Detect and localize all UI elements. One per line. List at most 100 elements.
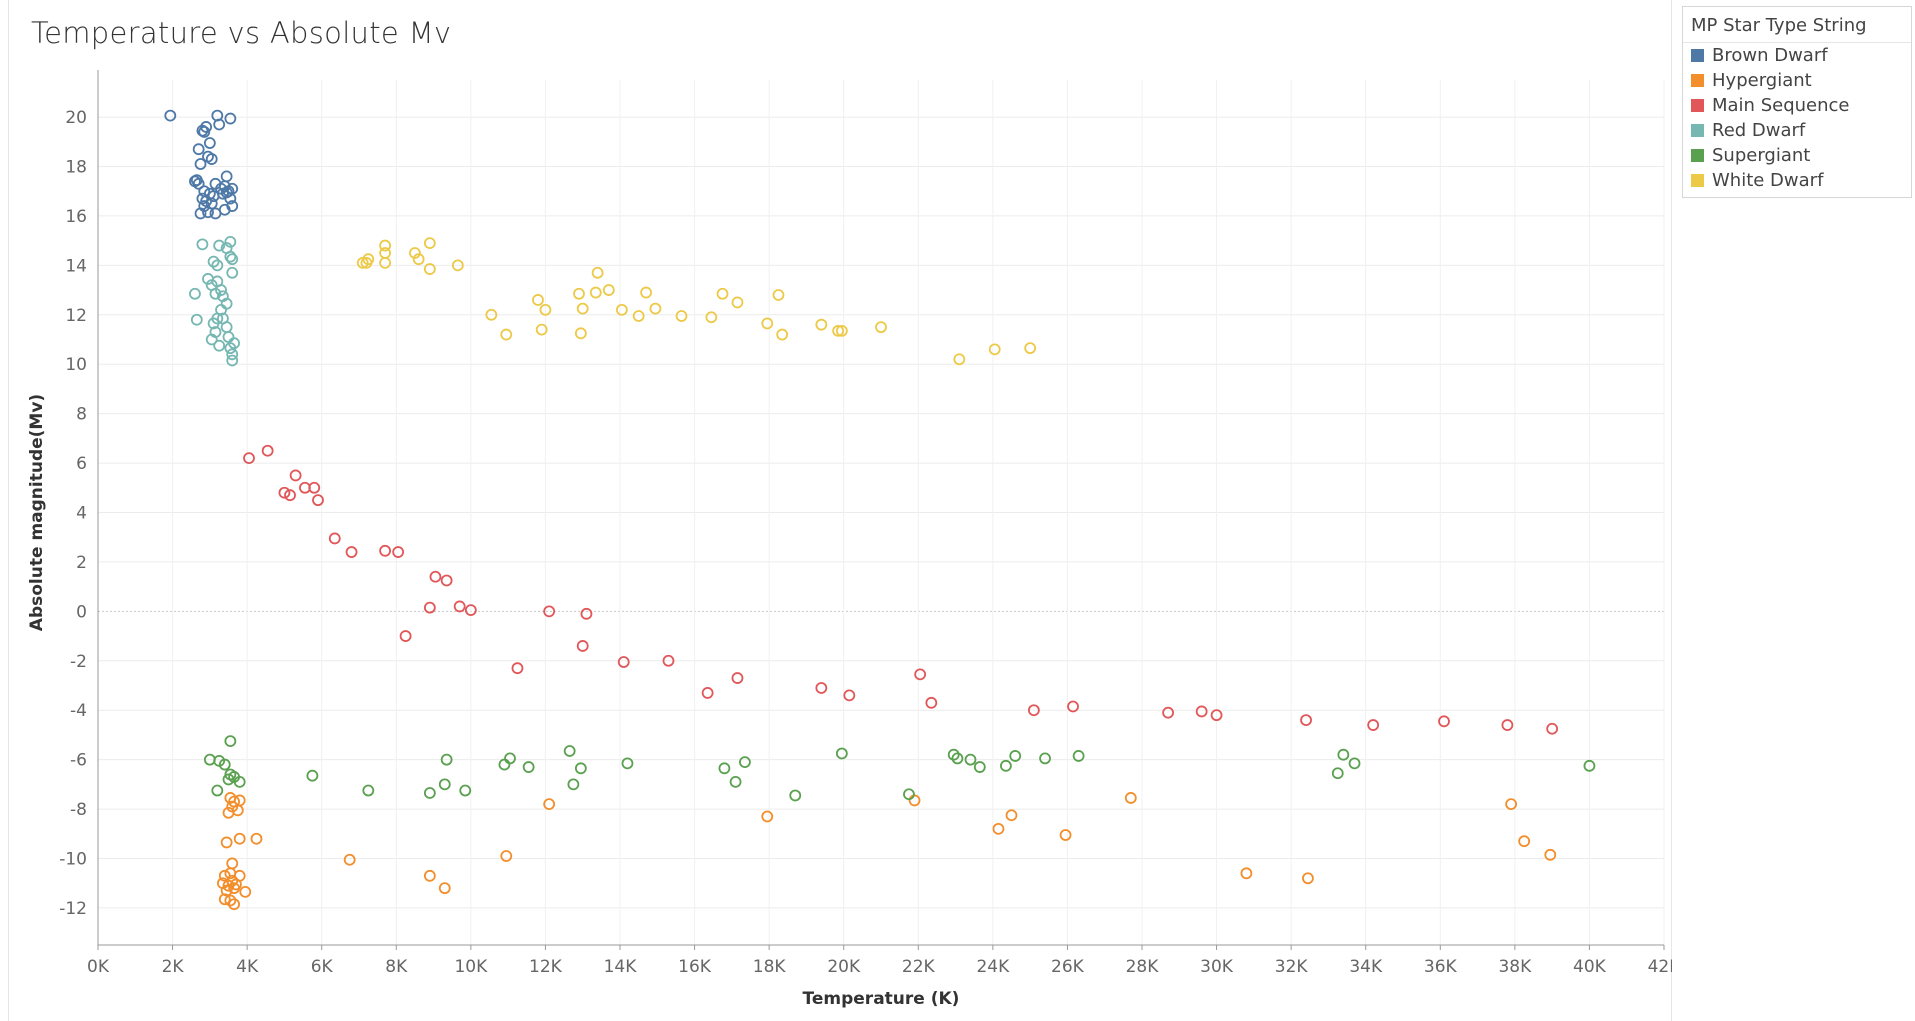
data-point[interactable] [1039,752,1051,765]
data-point[interactable] [278,486,291,499]
data-point[interactable] [392,546,405,558]
data-point[interactable] [220,170,233,183]
data-point[interactable] [218,758,231,771]
data-point[interactable] [164,109,177,122]
data-point[interactable] [328,532,341,545]
data-point[interactable] [233,832,246,845]
legend-item-supergiant[interactable]: Supergiant [1683,143,1911,168]
data-point[interactable] [835,747,848,760]
data-point[interactable] [226,354,239,367]
data-point[interactable] [423,263,436,275]
data-point[interactable] [589,286,602,299]
data-point[interactable] [925,696,938,709]
data-point[interactable] [1583,759,1596,772]
data-point[interactable] [1059,829,1072,841]
data-point[interactable] [211,259,224,272]
data-point[interactable] [196,124,209,137]
data-point[interactable] [207,255,220,268]
data-point[interactable] [1331,767,1344,780]
data-point[interactable] [875,321,887,334]
legend-item-white-dwarf[interactable]: White Dwarf [1683,168,1911,193]
data-point[interactable] [705,311,718,324]
data-point[interactable] [1195,705,1208,718]
data-point[interactable] [815,682,828,694]
data-point[interactable] [226,348,239,361]
data-point[interactable] [1546,722,1559,735]
data-point[interactable] [207,317,220,330]
data-point[interactable] [815,318,828,331]
data-point[interactable] [440,574,453,587]
data-point[interactable] [360,256,373,269]
data-point[interactable] [224,250,237,263]
data-point[interactable] [209,287,222,300]
data-point[interactable] [1337,748,1350,761]
data-point[interactable] [189,175,201,188]
data-point[interactable] [231,804,244,817]
data-point[interactable] [992,822,1005,835]
data-point[interactable] [379,247,392,259]
data-point[interactable] [226,266,239,279]
legend-item-hypergiant[interactable]: Hypergiant [1683,68,1911,93]
data-point[interactable] [649,302,662,315]
data-point[interactable] [243,452,255,465]
data-point[interactable] [211,784,224,797]
data-point[interactable] [832,324,845,337]
data-point[interactable] [729,775,742,788]
data-point[interactable] [226,874,239,887]
data-point[interactable] [194,207,207,220]
data-point[interactable] [580,607,593,620]
data-point[interactable] [1027,704,1040,717]
data-point[interactable] [220,186,233,199]
data-point[interactable] [1067,700,1079,713]
data-point[interactable] [772,289,785,301]
data-point[interactable] [953,353,966,366]
data-point[interactable] [500,328,513,341]
data-point[interactable] [716,287,729,300]
data-point[interactable] [198,125,211,138]
data-point[interactable] [1072,750,1085,762]
data-point[interactable] [1240,867,1253,880]
data-point[interactable] [947,748,960,761]
data-point[interactable] [379,544,392,557]
series-red-dwarf[interactable] [189,235,240,367]
data-point[interactable] [1162,706,1174,719]
data-point[interactable] [224,342,237,355]
data-point[interactable] [423,869,436,882]
series-white-dwarf[interactable] [356,237,1037,366]
data-point[interactable] [617,656,630,668]
data-point[interactable] [213,118,226,131]
series-hypergiant[interactable] [217,792,1557,911]
data-point[interactable] [220,321,233,334]
data-point[interactable] [362,784,375,797]
data-point[interactable] [218,893,231,906]
data-point[interactable] [615,303,628,316]
series-brown-dwarf[interactable] [164,109,239,220]
data-point[interactable] [567,778,580,791]
data-point[interactable] [205,333,218,346]
legend-item-red-dwarf[interactable]: Red Dwarf [1683,118,1911,143]
data-point[interactable] [539,303,552,316]
data-point[interactable] [1348,757,1361,770]
data-point[interactable] [988,343,1001,356]
data-point[interactable] [412,253,425,266]
data-point[interactable] [761,317,774,330]
data-point[interactable] [308,481,321,494]
data-point[interactable] [203,137,216,149]
data-point[interactable] [220,884,233,897]
data-point[interactable] [453,600,466,613]
data-point[interactable] [973,761,986,773]
data-point[interactable] [903,788,915,801]
data-point[interactable] [789,789,802,802]
data-point[interactable] [451,259,464,272]
data-point[interactable] [504,752,516,765]
data-point[interactable] [228,898,240,911]
data-point[interactable] [1438,715,1450,728]
data-point[interactable] [202,206,214,219]
data-point[interactable] [228,882,240,895]
data-point[interactable] [459,784,472,797]
data-point[interactable] [591,266,604,279]
data-point[interactable] [563,745,576,757]
data-point[interactable] [464,604,477,617]
data-point[interactable] [1544,848,1557,861]
data-point[interactable] [205,153,218,165]
